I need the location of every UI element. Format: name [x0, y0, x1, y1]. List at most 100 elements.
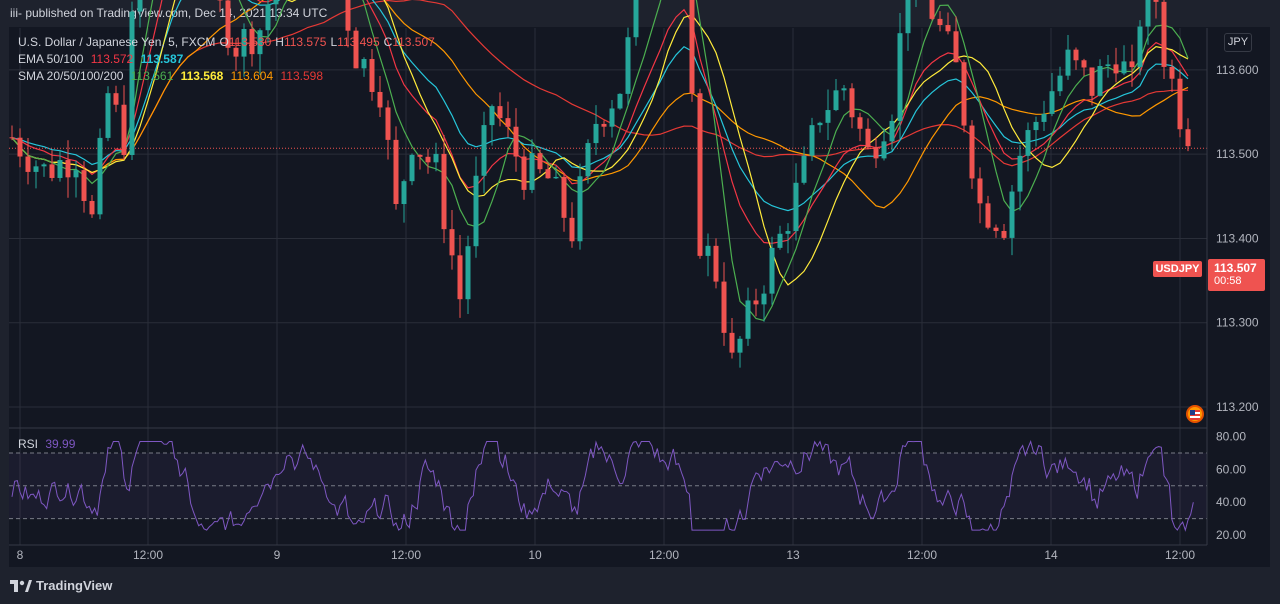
tradingview-logo[interactable]: TradingView — [10, 578, 112, 593]
price-tick-label: 113.600 — [1216, 63, 1259, 77]
candle-body — [1153, 0, 1159, 2]
sma20-line — [11, 0, 1189, 322]
price-tag-countdown: 00:58 — [1214, 275, 1242, 287]
sma-legend: SMA 20/50/100/200 113.561 113.568 113.60… — [18, 69, 327, 83]
price-grid — [9, 28, 1207, 545]
ema-legend: EMA 50/100 113.572 113.587 — [18, 52, 187, 66]
candle-body — [401, 181, 407, 205]
candle-body — [425, 156, 431, 163]
candle-body — [1049, 91, 1055, 114]
candle-body — [777, 233, 783, 248]
price-tag-box: 113.507 00:58 — [1208, 259, 1265, 291]
candle-body — [1185, 129, 1191, 147]
candle-body — [537, 153, 543, 170]
sma200-line — [11, 0, 1189, 174]
rsi-tick-label: 60.00 — [1216, 462, 1246, 476]
candle-body — [65, 160, 71, 178]
candle-body — [713, 245, 719, 282]
rsi-tick-label: 40.00 — [1216, 495, 1246, 509]
price-tag-symbol: USDJPY — [1153, 261, 1202, 277]
moving-averages — [9, 0, 1207, 322]
ohlc-legend: U.S. Dollar / Japanese Yen, 5, FXCM O113.… — [18, 35, 439, 49]
candle-body — [561, 176, 567, 218]
candle-body — [1121, 61, 1127, 74]
low-value: 113.495 — [337, 35, 380, 49]
candle-body — [353, 30, 359, 69]
flag-icon[interactable] — [1186, 405, 1204, 423]
candle-body — [49, 164, 55, 178]
candle-body — [857, 117, 863, 129]
candle-body — [553, 176, 559, 179]
rsi-value: 39.99 — [45, 437, 76, 451]
low-label: L — [330, 35, 338, 49]
candle-body — [633, 0, 639, 38]
candle-body — [121, 104, 127, 156]
candle-body — [793, 182, 799, 232]
candle-body — [1081, 60, 1087, 68]
ema100-line — [11, 0, 1189, 212]
candle-body — [345, 0, 351, 31]
price-tick-label: 113.300 — [1216, 316, 1259, 330]
time-tick-label: 12:00 — [1165, 548, 1195, 562]
candle-body — [1161, 1, 1167, 67]
candle-body — [1057, 75, 1063, 92]
currency-badge[interactable]: JPY — [1224, 33, 1252, 52]
candle-body — [969, 125, 975, 179]
sma50-value: 113.568 — [180, 69, 224, 83]
high-value: 113.575 — [283, 35, 327, 49]
candle-body — [753, 300, 759, 305]
candle-body — [601, 123, 607, 127]
candle-body — [841, 88, 847, 91]
tradingview-logo-icon — [10, 579, 32, 592]
candle-body — [1033, 121, 1039, 131]
candle-body — [825, 110, 831, 123]
candle-body — [1105, 64, 1111, 67]
candle-body — [497, 106, 503, 119]
candle-body — [809, 125, 815, 156]
candle-body — [865, 128, 871, 148]
sma100-line — [11, 0, 1189, 209]
candle-body — [465, 246, 471, 300]
symbol-title: U.S. Dollar / Japanese Yen, 5, FXCM — [18, 35, 216, 49]
candle-body — [369, 59, 375, 92]
candle-body — [625, 37, 631, 94]
candle-body — [273, 0, 279, 5]
candle-body — [689, 0, 695, 94]
candle-body — [521, 156, 527, 190]
price-tick-label: 113.500 — [1216, 147, 1259, 161]
time-tick-label: 10 — [528, 548, 542, 562]
candle-body — [881, 141, 887, 159]
time-tick-label: 13 — [786, 548, 800, 562]
candle-body — [1089, 67, 1095, 96]
candle-body — [817, 122, 823, 126]
candle-body — [1001, 230, 1007, 238]
time-tick-label: 14 — [1044, 548, 1058, 562]
time-tick-label: 12:00 — [133, 548, 163, 562]
ema-label: EMA 50/100 — [18, 52, 84, 66]
candle-body — [505, 118, 511, 127]
ema100-value: 113.587 — [140, 52, 184, 66]
candle-body — [417, 154, 423, 157]
candle-body — [1169, 66, 1175, 79]
candle-body — [705, 245, 711, 256]
candle-body — [729, 332, 735, 353]
time-tick-label: 12:00 — [649, 548, 679, 562]
candle-body — [265, 4, 271, 31]
candle-body — [1113, 64, 1119, 74]
rsi-pane — [9, 439, 1207, 532]
candle-body — [977, 178, 983, 204]
candle-body — [529, 153, 535, 190]
candle-body — [409, 154, 415, 182]
candle-body — [1145, 0, 1151, 27]
candle-body — [961, 62, 967, 126]
candle-body — [137, 0, 143, 12]
candle-body — [241, 28, 247, 57]
sma20-value: 113.561 — [130, 69, 174, 83]
candle-body — [73, 170, 79, 178]
ema50-value: 113.572 — [90, 52, 134, 66]
candle-body — [697, 93, 703, 256]
footer-brand: TradingView — [36, 578, 113, 593]
rsi-label: RSI — [18, 437, 39, 451]
candle-body — [81, 170, 87, 201]
